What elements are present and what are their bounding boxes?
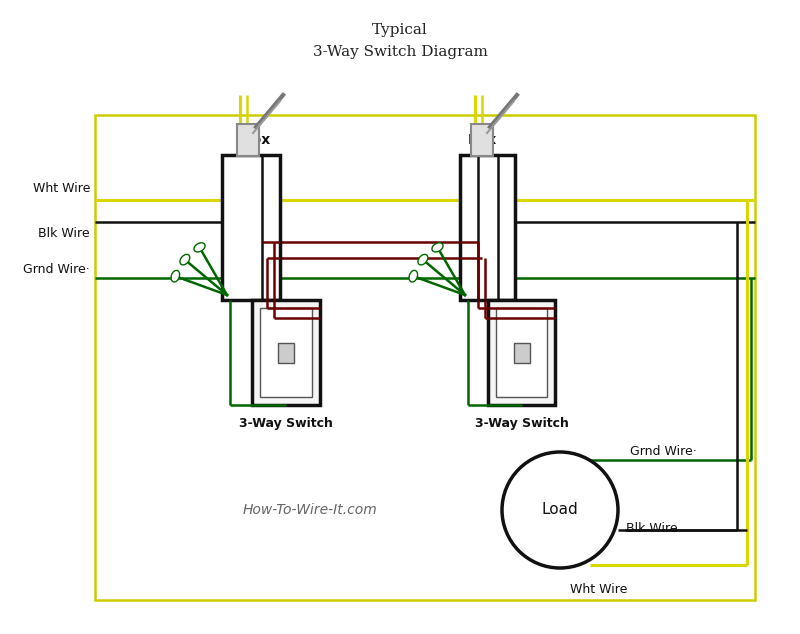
Ellipse shape [180, 254, 190, 265]
Bar [95, 115, 755, 600]
Ellipse shape [432, 243, 443, 252]
Ellipse shape [194, 243, 205, 252]
Bar [488, 300, 555, 405]
Text: Blk Wire: Blk Wire [626, 522, 678, 534]
Text: Box: Box [242, 133, 270, 147]
Circle shape [502, 452, 618, 568]
Text: 3-Way Switch Diagram: 3-Way Switch Diagram [313, 45, 487, 59]
Text: Grnd Wire·: Grnd Wire· [630, 445, 697, 458]
Bar [252, 300, 320, 405]
Text: Wht Wire: Wht Wire [570, 583, 627, 596]
Bar [278, 342, 294, 363]
Text: Wht Wire: Wht Wire [33, 182, 90, 195]
Text: Box: Box [468, 133, 497, 147]
Text: Grnd Wire·: Grnd Wire· [23, 263, 90, 276]
Text: How-To-Wire-It.com: How-To-Wire-It.com [242, 503, 378, 517]
Bar [460, 155, 515, 300]
Text: 3-Way Switch: 3-Way Switch [474, 417, 569, 429]
Text: 3-Way Switch: 3-Way Switch [239, 417, 333, 429]
Bar [514, 342, 530, 363]
Bar [260, 308, 312, 397]
FancyBboxPatch shape [471, 124, 493, 156]
FancyBboxPatch shape [237, 124, 259, 156]
Bar [496, 308, 547, 397]
Ellipse shape [171, 270, 179, 282]
Text: Typical: Typical [372, 23, 428, 37]
Ellipse shape [418, 254, 428, 265]
Bar [222, 155, 280, 300]
Text: Blk Wire: Blk Wire [38, 227, 90, 240]
Ellipse shape [409, 270, 418, 282]
Text: Load: Load [542, 503, 578, 517]
